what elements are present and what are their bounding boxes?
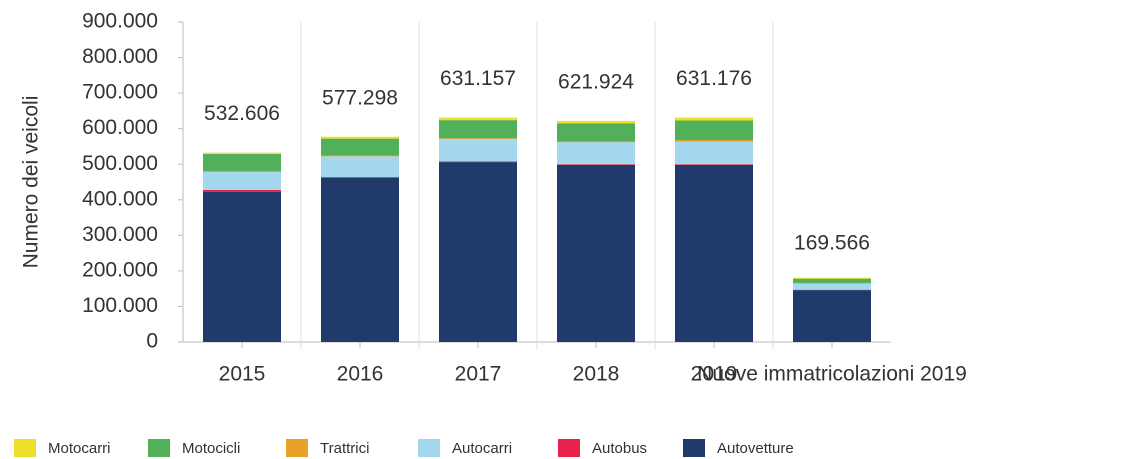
bar-segment	[321, 136, 399, 139]
bar-segment	[321, 155, 399, 157]
bar-segment	[321, 177, 399, 342]
y-tick-label: 900.000	[82, 10, 158, 33]
legend-swatch	[683, 439, 705, 457]
legend-label: Autocarri	[452, 440, 512, 457]
legend-swatch	[558, 439, 580, 457]
total-label: 621.924	[558, 70, 634, 93]
bar-segment	[439, 138, 517, 162]
x-tick-label: 2016	[337, 363, 384, 386]
bar-segment	[675, 140, 753, 142]
y-axis-title: Numero dei veicoli	[20, 96, 43, 269]
bar-segment	[439, 161, 517, 163]
x-tick-label: 2015	[219, 363, 266, 386]
bar-segment	[439, 117, 517, 121]
legend-label: Trattrici	[320, 440, 369, 457]
bar-segment	[793, 277, 871, 279]
y-tick-label: 500.000	[82, 152, 158, 175]
bar-segment	[321, 156, 399, 178]
bar-segment	[675, 141, 753, 165]
bar-segment	[793, 282, 871, 284]
bar-segment	[557, 120, 635, 124]
legend-label: Autovetture	[717, 440, 794, 457]
total-label: 631.157	[440, 67, 516, 90]
bar-segment	[557, 142, 635, 165]
x-tick-label: 2018	[573, 363, 620, 386]
legend-swatch	[286, 439, 308, 457]
bar-segment	[321, 138, 399, 156]
total-label: 631.176	[676, 67, 752, 90]
x-tick-label: 2017	[455, 363, 502, 386]
bar-segment	[439, 162, 517, 342]
bar-segment	[203, 172, 281, 190]
bar-segment	[321, 177, 399, 178]
y-tick-label: 400.000	[82, 187, 158, 210]
y-tick-label: 100.000	[82, 294, 158, 317]
bar-segment	[675, 164, 753, 342]
bar-segment	[203, 153, 281, 171]
bar-segment	[793, 283, 871, 290]
bar-segment	[557, 164, 635, 342]
legend-label: Motocicli	[182, 440, 240, 457]
x-tick-label: 2019	[691, 363, 738, 386]
bar-segment	[675, 120, 753, 141]
bar-segment	[203, 152, 281, 154]
bar-segment	[203, 191, 281, 342]
bar-segment	[793, 290, 871, 342]
bar-segment	[675, 164, 753, 165]
bar-segment	[439, 120, 517, 139]
legend-label: Autobus	[592, 440, 647, 457]
y-tick-label: 700.000	[82, 81, 158, 104]
bar-segment	[557, 164, 635, 165]
x-tick-label: Nuove immatricolazioni 2019	[697, 363, 967, 386]
y-tick-label: 300.000	[82, 223, 158, 246]
legend-swatch	[148, 439, 170, 457]
y-tick-label: 0	[146, 330, 158, 353]
bar-segment	[793, 278, 871, 283]
y-tick-label: 200.000	[82, 258, 158, 281]
total-label: 532.606	[204, 102, 280, 125]
total-label: 169.566	[794, 231, 870, 254]
bar-segment	[675, 117, 753, 121]
legend-label: Motocarri	[48, 440, 111, 457]
legend-swatch	[14, 439, 36, 457]
bar-segment	[203, 189, 281, 192]
bar-segment	[557, 141, 635, 143]
y-tick-label: 800.000	[82, 45, 158, 68]
bar-segment	[439, 138, 517, 139]
bar-segment	[557, 123, 635, 142]
legend-swatch	[418, 439, 440, 457]
bar-segment	[203, 170, 281, 173]
total-label: 577.298	[322, 86, 398, 109]
y-tick-label: 600.000	[82, 116, 158, 139]
